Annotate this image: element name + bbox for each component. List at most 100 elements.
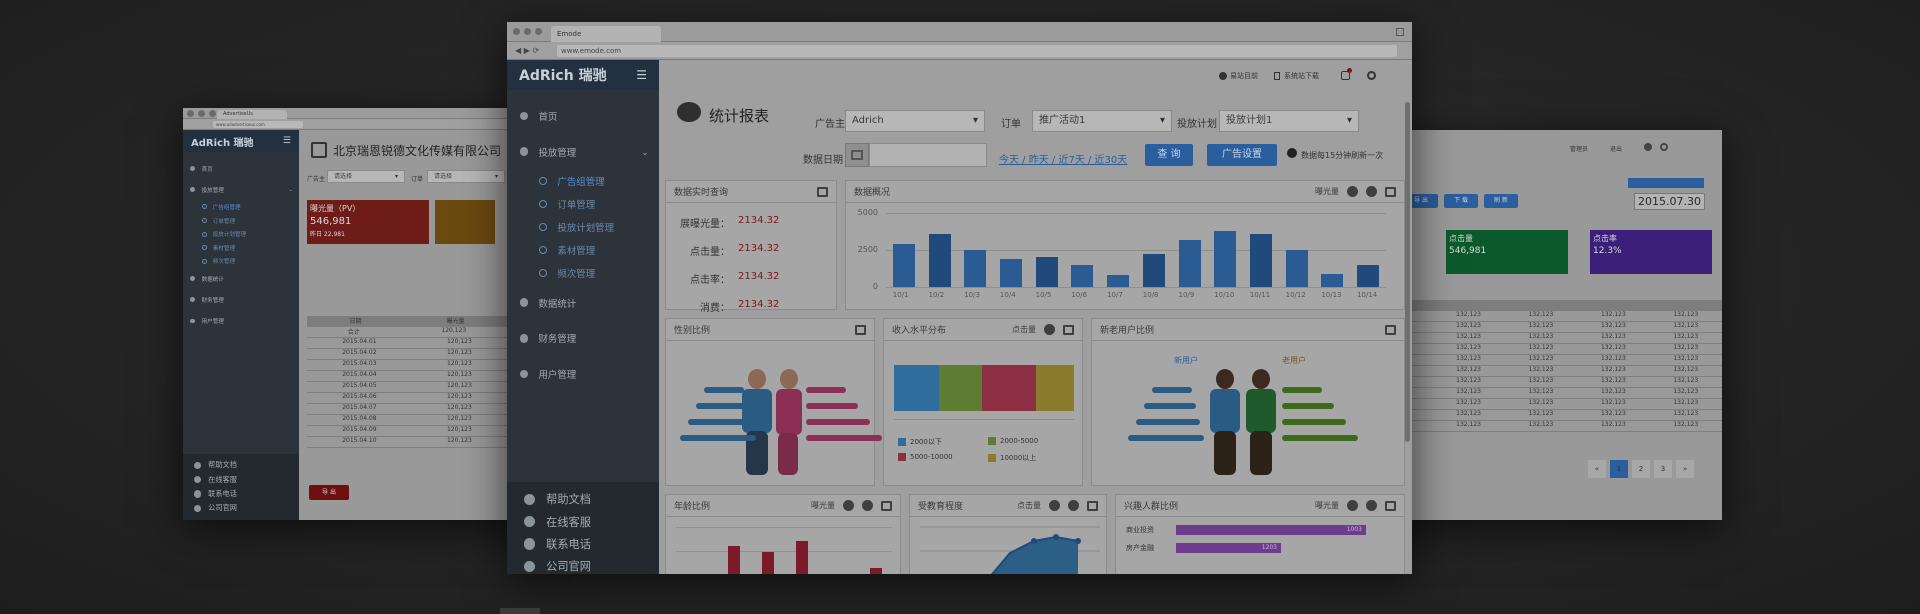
pager-item-1[interactable]: 1 xyxy=(1610,460,1628,478)
sidebar-item-5[interactable]: 素材管理 xyxy=(507,239,659,262)
sidebar-item-7[interactable]: 数据统计 xyxy=(507,285,659,321)
back-icon[interactable]: ◀ ▶ ⟳ xyxy=(515,46,540,55)
plan-select[interactable]: 投放计划1 xyxy=(1219,110,1359,132)
refresh-icon[interactable] xyxy=(1366,500,1377,511)
sidebar-item-9[interactable]: 用户管理 xyxy=(183,310,299,331)
address-input[interactable]: www.emode.com xyxy=(557,45,1397,57)
interest-metric[interactable]: 曝光量 xyxy=(1315,501,1339,510)
age-bar-1[interactable] xyxy=(762,551,774,574)
download-icon[interactable] xyxy=(1274,72,1280,80)
overview-metric[interactable]: 曝光量 xyxy=(1315,187,1339,196)
menu-toggle-icon[interactable]: ☰ xyxy=(636,68,647,82)
bottom-link-1[interactable]: 在线客服 xyxy=(507,510,659,532)
notification-icon[interactable] xyxy=(1341,71,1350,80)
calendar-icon[interactable] xyxy=(881,500,892,511)
pager-item-4[interactable]: » xyxy=(1676,460,1694,478)
calendar-icon[interactable] xyxy=(1087,500,1098,511)
bar-10/9[interactable] xyxy=(1178,239,1201,287)
fullscreen-icon[interactable] xyxy=(1396,28,1404,36)
filter-button-1[interactable]: 导 出 xyxy=(1404,194,1438,208)
education-metric[interactable]: 点击量 xyxy=(1017,501,1041,510)
settings-icon[interactable] xyxy=(1660,143,1668,151)
window-controls[interactable] xyxy=(187,110,216,117)
age-bar-3[interactable] xyxy=(870,568,882,574)
menu-toggle-icon[interactable]: ☰ xyxy=(282,136,291,146)
advertiser-select[interactable]: Adrich xyxy=(845,110,985,132)
bar-10/6[interactable] xyxy=(1071,264,1094,287)
ad-settings-button[interactable]: 广告设置 xyxy=(1207,144,1277,166)
bar-10/12[interactable] xyxy=(1285,250,1308,287)
sidebar-item-1[interactable]: 投放管理 ⌄ xyxy=(507,134,659,170)
bar-10/2[interactable] xyxy=(928,233,951,287)
bar-10/1[interactable] xyxy=(892,244,915,287)
settings-icon[interactable] xyxy=(1347,500,1358,511)
sidebar-item-6[interactable]: 频次管理 xyxy=(183,255,299,269)
query-button[interactable]: 查 询 xyxy=(1145,144,1193,166)
advertiser-select[interactable]: 请选择 xyxy=(327,170,405,183)
sidebar-item-1[interactable]: 投放管理 ⌄ xyxy=(183,179,299,200)
bottom-link-0[interactable]: 帮助文档 xyxy=(507,488,659,510)
sidebar-item-2[interactable]: 广告组管理 xyxy=(507,169,659,192)
refresh-icon[interactable] xyxy=(1366,186,1377,197)
sidebar-item-8[interactable]: 财务管理 xyxy=(183,289,299,310)
income-segment-1[interactable] xyxy=(939,365,983,411)
order-select[interactable]: 请选择 xyxy=(427,170,505,183)
bar-10/10[interactable] xyxy=(1214,230,1237,287)
bar-10/4[interactable] xyxy=(999,258,1023,287)
settings-icon[interactable] xyxy=(1049,500,1060,511)
sidebar-item-2[interactable]: 广告组管理 xyxy=(183,200,299,214)
income-segment-3[interactable] xyxy=(1036,365,1074,411)
browser-tab[interactable]: Emode xyxy=(551,26,661,42)
settings-icon[interactable] xyxy=(1347,186,1358,197)
sidebar-item-7[interactable]: 数据统计 xyxy=(183,268,299,289)
sidebar-item-3[interactable]: 订单管理 xyxy=(507,192,659,215)
interest-bar-1[interactable]: 1203 xyxy=(1176,543,1281,553)
calendar-icon[interactable] xyxy=(855,324,866,335)
download-link[interactable]: 系统站下载 xyxy=(1284,72,1319,80)
pager-item-2[interactable]: 2 xyxy=(1632,460,1650,478)
logout-link[interactable]: 退出 xyxy=(1610,146,1623,153)
age-bar-0[interactable] xyxy=(728,546,740,574)
sidebar-item-4[interactable]: 投放计划管理 xyxy=(183,227,299,241)
bar-10/8[interactable] xyxy=(1142,254,1165,287)
bar-10/13[interactable] xyxy=(1321,273,1344,287)
scrollbar[interactable] xyxy=(1405,102,1410,442)
sidebar-item-3[interactable]: 订单管理 xyxy=(183,214,299,228)
bar-10/5[interactable] xyxy=(1035,257,1058,287)
sidebar-item-4[interactable]: 投放计划管理 xyxy=(507,216,659,239)
filter-button-3[interactable]: 刷 新 xyxy=(1484,194,1518,208)
date-display[interactable]: 2015.07.30 xyxy=(1634,193,1705,210)
sidebar-item-8[interactable]: 财务管理 xyxy=(507,321,659,357)
income-metric[interactable]: 点击量 xyxy=(1012,325,1036,334)
sidebar-item-0[interactable]: 首页 xyxy=(507,98,659,134)
order-select[interactable]: 推广活动1 xyxy=(1032,110,1172,132)
quick-date-links[interactable]: 今天 / 昨天 / 近7天 / 近30天 xyxy=(999,155,1128,166)
user-link[interactable]: 管理员 xyxy=(1570,146,1589,153)
sidebar-item-0[interactable]: 首页 xyxy=(183,158,299,179)
refresh-icon[interactable] xyxy=(1068,500,1079,511)
calendar-icon[interactable] xyxy=(1385,186,1396,197)
bottom-link-3[interactable]: 公司官网 xyxy=(183,501,299,515)
filter-button-2[interactable]: 下 载 xyxy=(1444,194,1478,208)
bottom-link-0[interactable]: 帮助文档 xyxy=(183,458,299,472)
bar-10/7[interactable] xyxy=(1107,275,1130,287)
window-controls[interactable] xyxy=(513,28,542,35)
calendar-icon[interactable] xyxy=(1063,324,1074,335)
age-metric[interactable]: 曝光量 xyxy=(811,501,835,510)
bottom-link-3[interactable]: 公司官网 xyxy=(507,555,659,574)
browser-tab[interactable]: AdvertiseUs xyxy=(217,110,287,119)
address-input[interactable]: www.adadvertiseus.com xyxy=(213,121,303,128)
sidebar-item-9[interactable]: 用户管理 xyxy=(507,356,659,392)
calendar-button[interactable] xyxy=(845,143,869,167)
bottom-link-2[interactable]: 联系电话 xyxy=(507,533,659,555)
user-icon[interactable] xyxy=(1219,72,1227,80)
pager-item-0[interactable]: « xyxy=(1588,460,1606,478)
bottom-link-2[interactable]: 联系电话 xyxy=(183,487,299,501)
calendar-icon[interactable] xyxy=(1385,500,1396,511)
settings-icon[interactable] xyxy=(843,500,854,511)
sidebar-item-5[interactable]: 素材管理 xyxy=(183,241,299,255)
refresh-icon[interactable] xyxy=(862,500,873,511)
income-segment-2[interactable] xyxy=(982,365,1037,411)
pager-item-3[interactable]: 3 xyxy=(1654,460,1672,478)
power-icon[interactable] xyxy=(1367,71,1376,80)
